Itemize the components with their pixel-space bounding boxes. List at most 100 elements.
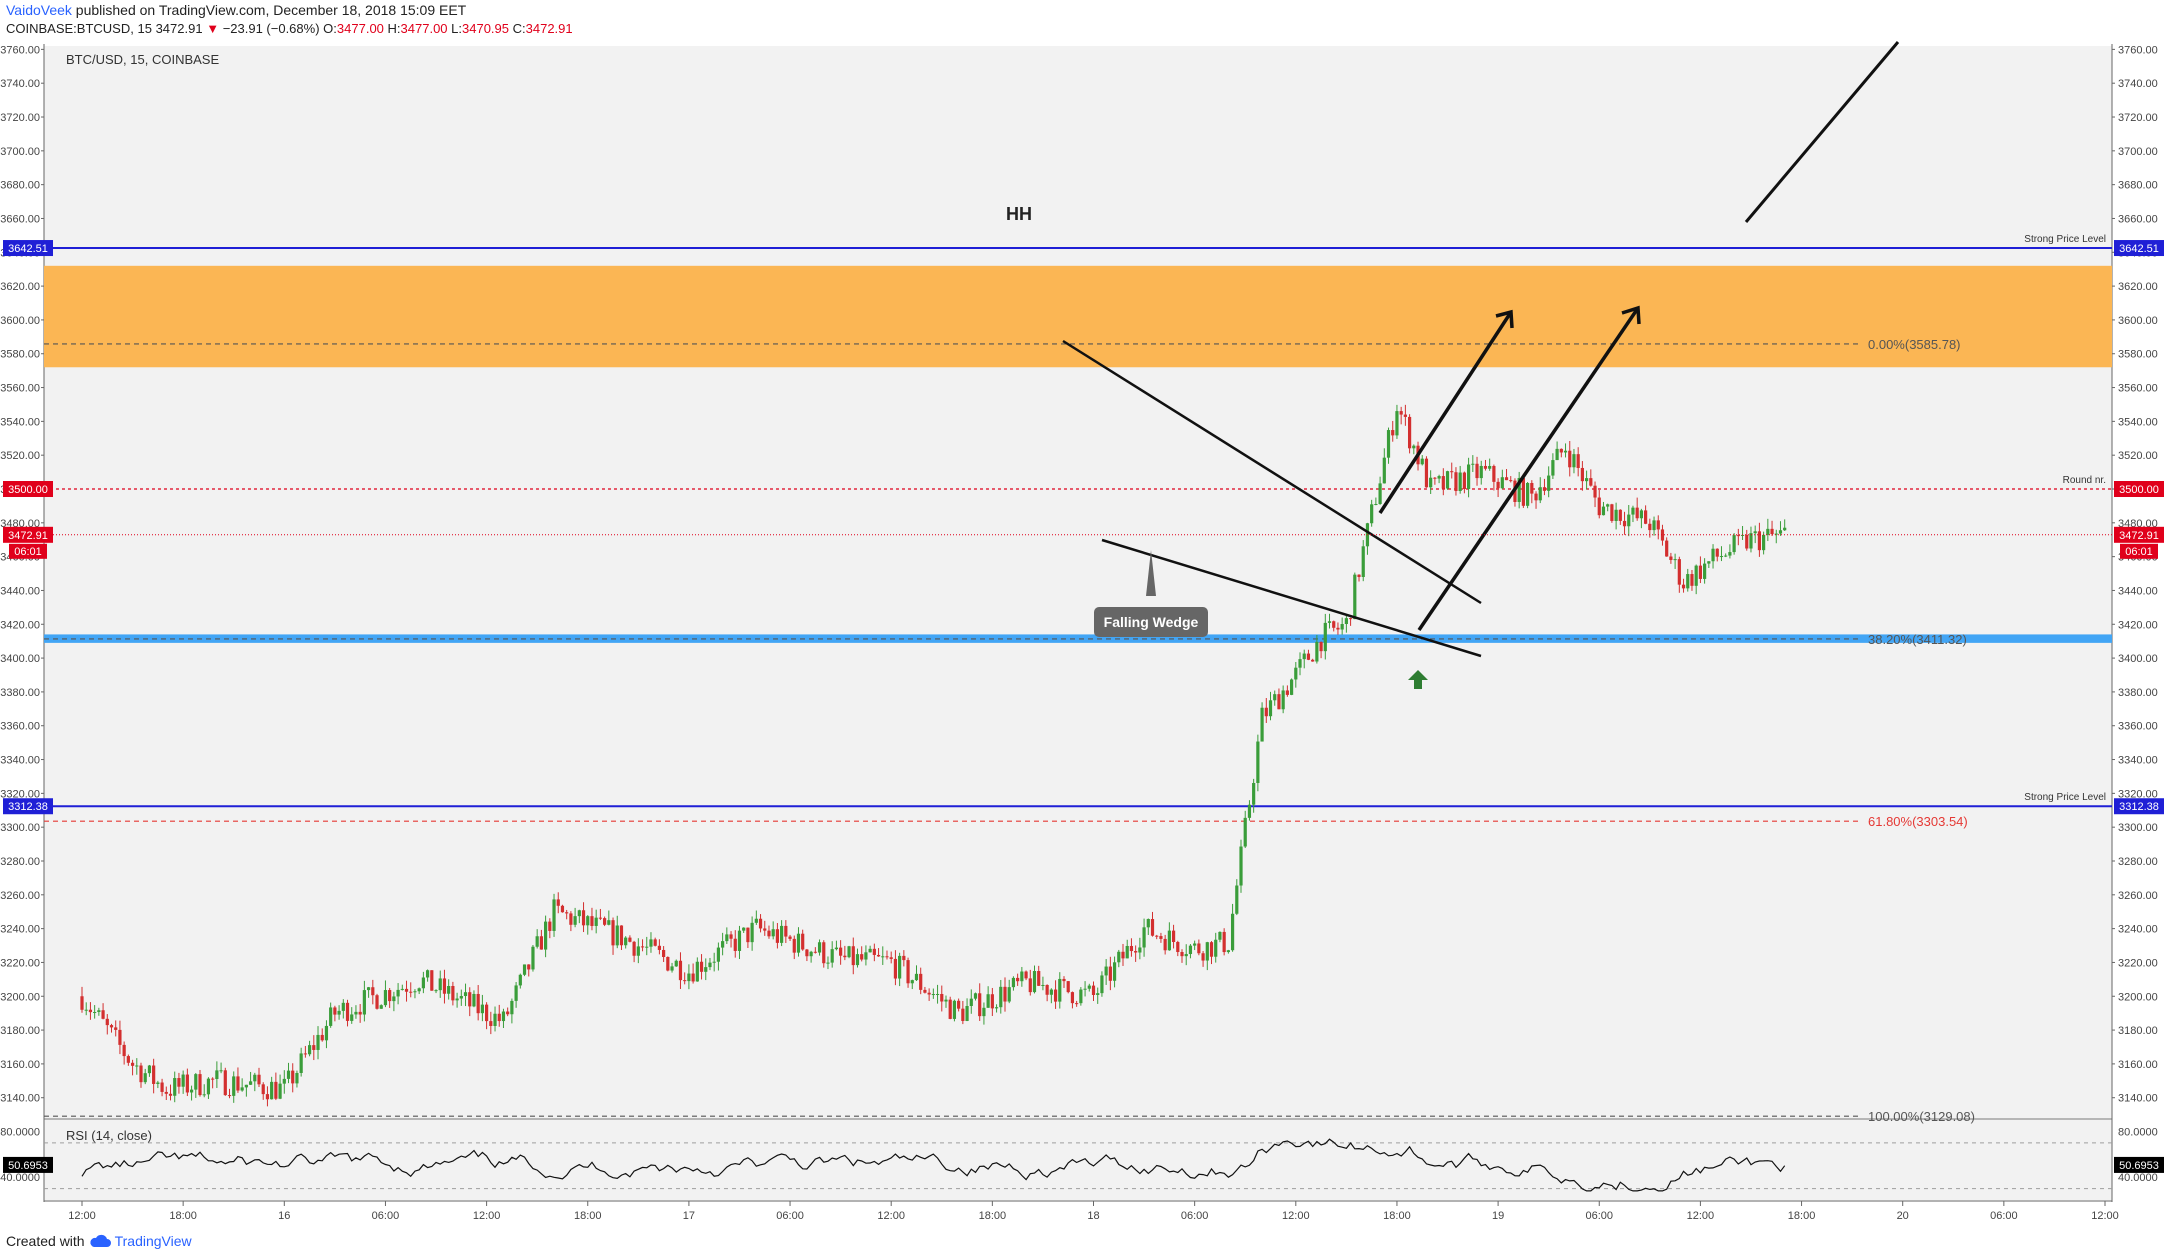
candle-body (1361, 546, 1365, 578)
candle-body (1690, 574, 1694, 586)
tradingview-brand[interactable]: TradingView (114, 1233, 192, 1249)
candle-body (1163, 938, 1167, 951)
candle-body (417, 988, 421, 992)
candle-body (480, 1004, 484, 1014)
candle-body (468, 992, 472, 1007)
candle-body (1462, 472, 1466, 489)
candle-body (1656, 520, 1660, 530)
candle-body (603, 918, 607, 925)
rsi-line (81, 1138, 1786, 1192)
candle-body (202, 1094, 206, 1096)
candle-body (1534, 493, 1538, 501)
candle-body (223, 1070, 227, 1096)
author-link[interactable]: VaidoVeek (6, 2, 72, 18)
candle-body (1150, 919, 1155, 936)
candle-body (851, 946, 855, 966)
candle-body (771, 929, 775, 937)
candle-body (607, 920, 611, 925)
candle-body (1184, 954, 1188, 957)
candle-body (1108, 966, 1112, 981)
y-tick-label-left: 3620.00 (0, 281, 40, 293)
candle-body (1471, 463, 1475, 465)
candle-body (535, 936, 539, 947)
candle-body (1134, 951, 1138, 953)
candle-body (792, 938, 796, 953)
y-tick-label-right: 3380.00 (2118, 687, 2158, 699)
candle-body (1209, 942, 1214, 957)
candle-body (493, 1013, 497, 1026)
price-level-tag-right (2114, 240, 2164, 257)
y-tick-label-right: 3560.00 (2118, 383, 2158, 395)
candle-body (1407, 416, 1412, 449)
projection-arrow-left (1378, 311, 1513, 514)
candle-body (615, 925, 619, 946)
x-tick-label: 12:00 (68, 1210, 96, 1222)
candle-body (278, 1083, 282, 1099)
candle-body (1433, 477, 1437, 479)
candle-body (1353, 574, 1357, 620)
y-tick-label-right: 3620.00 (2118, 281, 2158, 293)
candle-body (1007, 987, 1011, 1002)
candle-body (1601, 506, 1606, 516)
candle-body (923, 989, 927, 993)
candle-body (754, 918, 758, 923)
y-tick-label-left: 3240.00 (0, 924, 40, 936)
candle-body (291, 1070, 295, 1084)
candle-body (1112, 962, 1117, 981)
y-tick-label-left: 3440.00 (0, 585, 40, 597)
candle-body (1298, 659, 1302, 668)
candle-body (1504, 477, 1509, 481)
x-tick-label: 20 (1897, 1210, 1909, 1222)
candle-body (1049, 989, 1053, 995)
candle-body (1374, 503, 1378, 505)
candle-body (978, 993, 982, 1017)
candle-body (645, 946, 649, 948)
candle-body (101, 1010, 105, 1019)
candle-body (1635, 507, 1639, 519)
candle-body (961, 1008, 965, 1021)
candle-body (843, 955, 847, 958)
x-tick-label: 18:00 (169, 1210, 197, 1222)
candle-body (742, 927, 746, 931)
x-tick-label: 18 (1087, 1210, 1099, 1222)
hh-label: HH (1006, 204, 1032, 224)
candle-body (640, 946, 645, 948)
candle-body (1707, 561, 1711, 564)
candle-body (662, 949, 666, 958)
price-level-value-left: 3312.38 (8, 801, 48, 813)
candle-body (990, 994, 994, 1009)
candle-body (544, 921, 548, 950)
candle-body (400, 988, 404, 990)
candle-body (1437, 476, 1441, 479)
candle-body (501, 1011, 506, 1022)
y-tick-label-right: 3320.00 (2118, 788, 2158, 800)
candle-body (619, 925, 624, 946)
candle-body (1496, 481, 1500, 489)
candle-body (160, 1082, 164, 1092)
candle-body (1323, 622, 1327, 652)
candle-body (1753, 531, 1757, 534)
candle-body (628, 937, 632, 942)
candle-body (1083, 988, 1087, 990)
candle-body (1652, 520, 1656, 531)
candle-body (379, 1005, 383, 1009)
candle-body (451, 986, 455, 1001)
drawing-tools: Falling Wedge HH (1006, 41, 1900, 689)
candle-body (624, 937, 628, 946)
candle-body (999, 986, 1003, 1008)
symbol-quote-line: COINBASE:BTCUSD, 15 3472.91 ▼ −23.91 (−0… (6, 21, 573, 36)
candle-body (156, 1082, 160, 1084)
y-tick-label-right: 3760.00 (2118, 44, 2158, 56)
candle-body (1500, 477, 1504, 489)
falling-wedge-callout-pointer (1146, 550, 1156, 596)
price-level-value-left: 3642.51 (8, 243, 48, 255)
rsi-axis-label: 40.0000 (0, 1172, 40, 1184)
candle-body (244, 1084, 248, 1088)
candle-body (822, 942, 826, 964)
y-tick-label-left: 3680.00 (0, 180, 40, 192)
candle-body (270, 1081, 274, 1100)
candle-body (910, 980, 914, 984)
candle-body (152, 1065, 156, 1084)
last-price-value: 3472.91 (2119, 530, 2159, 542)
